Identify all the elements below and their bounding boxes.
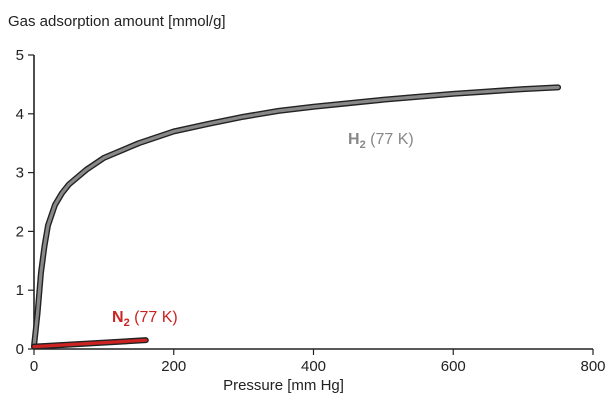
h2-curve-outline (31, 84, 562, 350)
y-tick-label: 4 (16, 106, 24, 123)
x-tick-label: 200 (161, 358, 186, 375)
x-tick-label: 0 (30, 358, 38, 375)
labels-layer: Gas adsorption amount [mmol/g] Pressure [… (8, 13, 414, 394)
h2-curve (32, 85, 560, 348)
n2-series-label: N2 (77 K) (112, 309, 178, 329)
y-tick-label: 3 (16, 165, 24, 182)
series-layer (31, 84, 562, 350)
n2-curve (32, 338, 148, 349)
y-tick-label: 5 (16, 47, 24, 64)
x-tick-label: 600 (441, 358, 466, 375)
y-axis-title: Gas adsorption amount [mmol/g] (8, 13, 226, 30)
y-tick-label: 2 (16, 223, 24, 240)
x-axis-title: Pressure [mm Hg] (223, 377, 344, 394)
y-tick-label: 0 (16, 341, 24, 358)
x-tick-label: 800 (580, 358, 605, 375)
y-tick-label: 1 (16, 282, 24, 299)
h2-series-label: H2 (77 K) (348, 131, 414, 151)
x-tick-label: 400 (301, 358, 326, 375)
axes: 0 1 2 3 4 5 0 200 400 600 800 (16, 47, 606, 375)
